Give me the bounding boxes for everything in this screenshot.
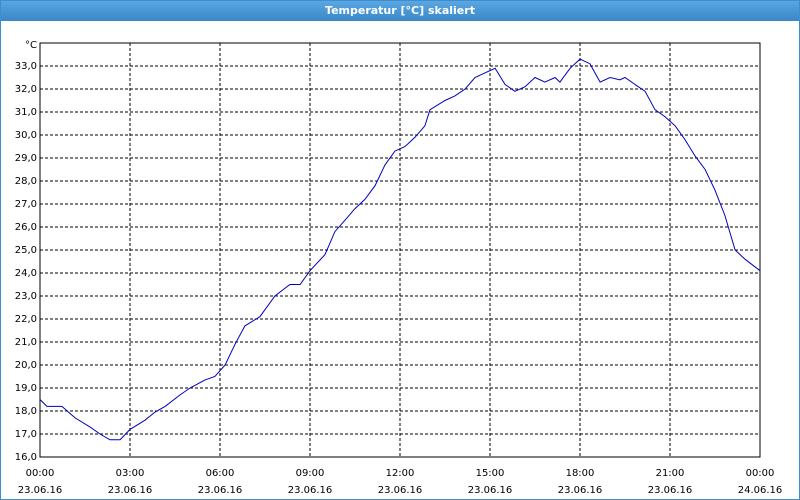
y-tick-label: 19,0 (15, 383, 37, 394)
y-tick-label: 21,0 (15, 337, 37, 348)
x-tick-label: 12:00 (386, 468, 415, 479)
y-tick-label: 32,0 (15, 84, 37, 95)
x-tick-date: 23.06.16 (288, 485, 333, 496)
x-tick-label: 00:00 (26, 468, 55, 479)
y-tick-label: 26,0 (15, 222, 37, 233)
y-tick-label: 29,0 (15, 153, 37, 164)
y-tick-label: 16,0 (15, 452, 37, 463)
y-tick-label: 28,0 (15, 176, 37, 187)
y-tick-label: 18,0 (15, 406, 37, 417)
y-tick-label: 25,0 (15, 245, 37, 256)
x-tick-label: 06:00 (206, 468, 235, 479)
temperature-line (39, 58, 761, 441)
x-tick-date: 23.06.16 (648, 485, 693, 496)
x-tick-date: 23.06.16 (108, 485, 153, 496)
y-tick-label: 33,0 (15, 61, 37, 72)
y-tick-label: 31,0 (15, 107, 37, 118)
x-tick-label: 03:00 (116, 468, 145, 479)
x-tick-label: 21:00 (656, 468, 685, 479)
title-bar: Temperatur [°C] skaliert (1, 1, 799, 21)
x-tick-label: 18:00 (566, 468, 595, 479)
y-tick-label: 22,0 (15, 314, 37, 325)
y-tick-label: 30,0 (15, 130, 37, 141)
y-tick-label: 23,0 (15, 291, 37, 302)
x-tick-label: 09:00 (296, 468, 325, 479)
y-tick-label: 20,0 (15, 360, 37, 371)
y-unit: °C (25, 40, 37, 51)
x-tick-date: 23.06.16 (198, 485, 243, 496)
y-tick-label: 17,0 (15, 429, 37, 440)
y-tick-label: 27,0 (15, 199, 37, 210)
x-tick-date: 24.06.16 (738, 485, 783, 496)
x-tick-label: 15:00 (476, 468, 505, 479)
x-tick-date: 23.06.16 (18, 485, 63, 496)
x-tick-date: 23.06.16 (558, 485, 603, 496)
y-tick-label: 24,0 (15, 268, 37, 279)
x-tick-date: 23.06.16 (468, 485, 513, 496)
x-tick-date: 23.06.16 (378, 485, 423, 496)
x-tick-label: 00:00 (746, 468, 775, 479)
